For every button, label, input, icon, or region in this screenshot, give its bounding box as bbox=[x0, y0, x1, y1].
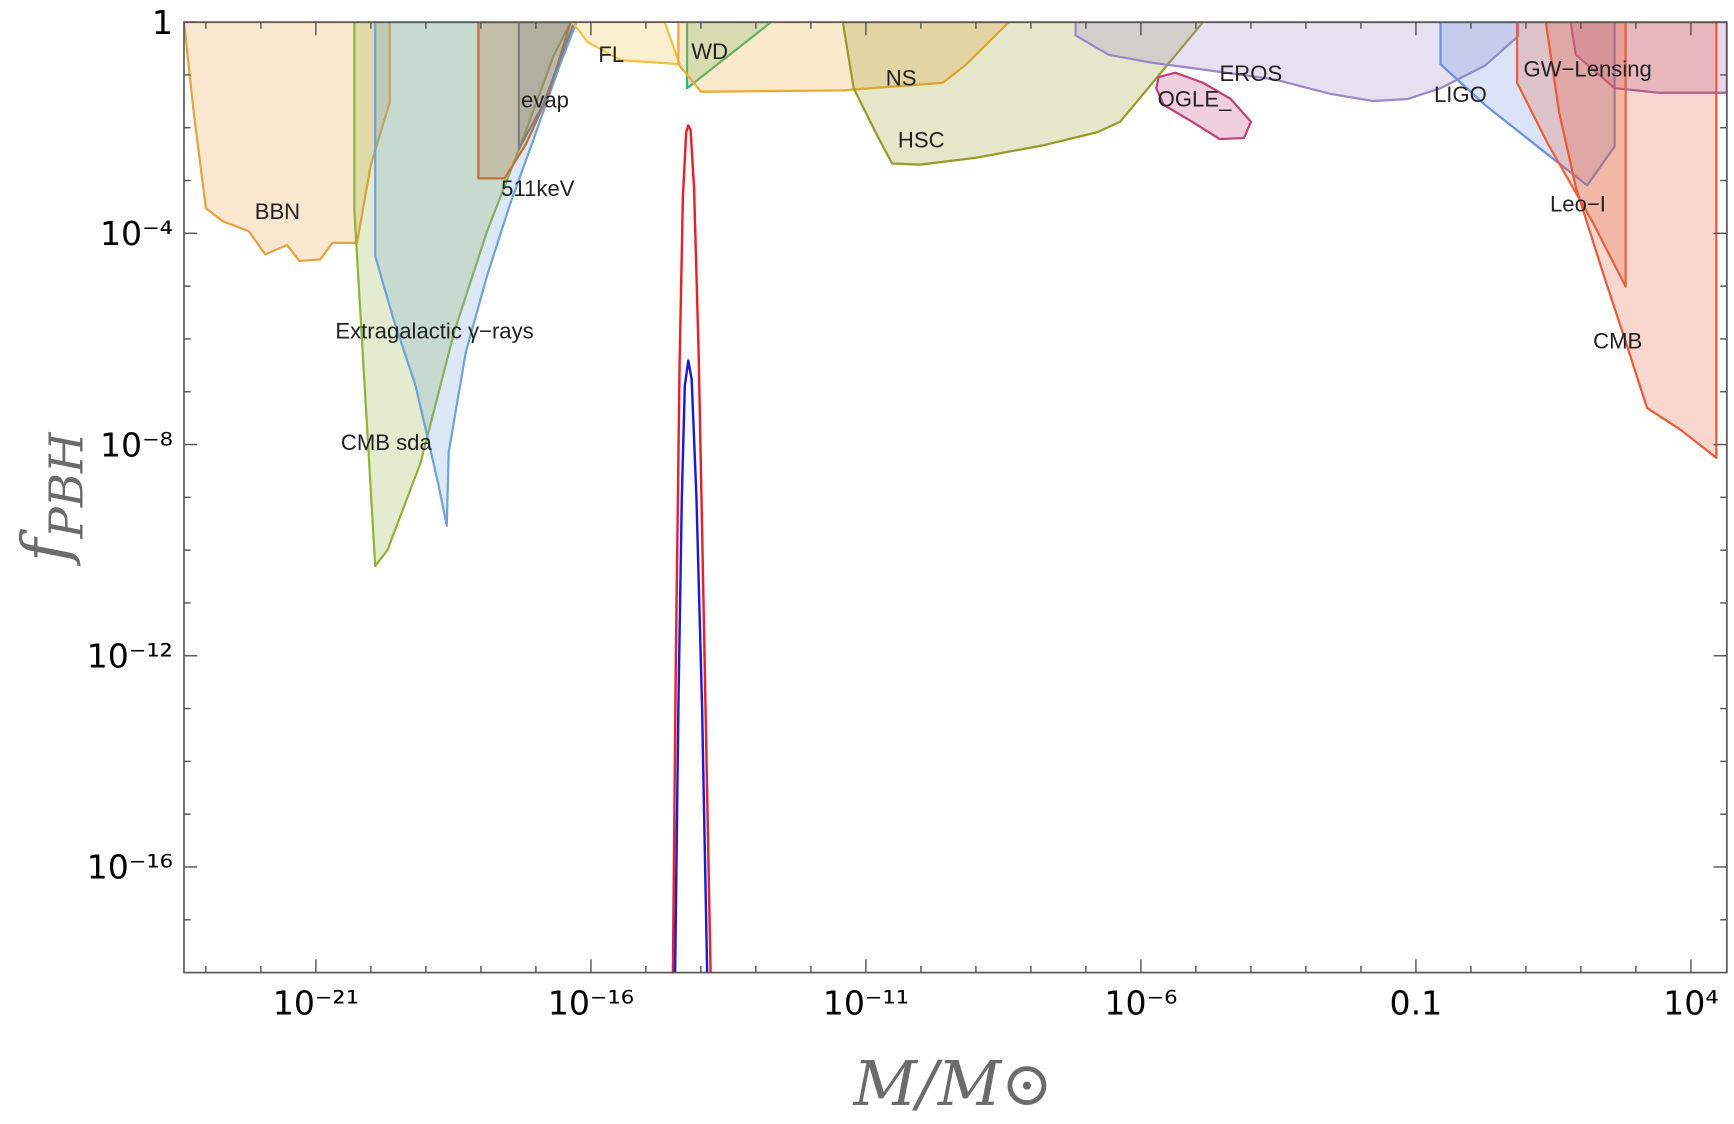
region-label: LIGO bbox=[1434, 82, 1487, 107]
x-tick-label: 10⁻¹¹ bbox=[823, 984, 909, 1023]
region-label: NS bbox=[886, 65, 917, 90]
region-label: GW−Lensing bbox=[1523, 57, 1651, 82]
x-axis-title: M/M⊙ bbox=[853, 1048, 1053, 1120]
region-label: BBN bbox=[255, 199, 300, 224]
y-axis-title: fPBH bbox=[9, 431, 93, 566]
y-tick-label: 10⁻¹⁶ bbox=[87, 848, 173, 887]
constraint-region bbox=[677, 22, 1011, 93]
x-tick-label: 10⁻⁶ bbox=[1104, 984, 1177, 1023]
region-label: OGLE_ bbox=[1158, 86, 1232, 111]
constraint-region bbox=[353, 22, 572, 568]
x-tick-label: 10⁻²¹ bbox=[273, 984, 359, 1023]
region-label: FL bbox=[598, 42, 624, 67]
constraint-region bbox=[571, 22, 681, 66]
axes: 10⁻²¹ 10⁻¹⁶ 10⁻¹¹ 10⁻⁶ 0.1 10⁴ 1 10⁻⁴ 10⁻⁸ 10⁻¹² 1… bbox=[87, 3, 1727, 1023]
y-axis-title-sub: PBH bbox=[39, 431, 93, 539]
region-label: EROS bbox=[1220, 61, 1283, 86]
constraint-region bbox=[1515, 22, 1627, 288]
y-tick-label: 1 bbox=[152, 3, 173, 42]
region-labels: BBN CMB sda Extragalactic γ−rays 511keV evap… bbox=[255, 39, 1652, 455]
region-label: CMB sda bbox=[341, 430, 433, 455]
constraint-region bbox=[477, 22, 572, 180]
region-label: Extragalactic γ−rays bbox=[335, 319, 533, 344]
x-tick-label: 0.1 bbox=[1390, 984, 1443, 1023]
constraint-region bbox=[841, 22, 1205, 166]
spectrum-curve bbox=[673, 359, 709, 973]
plot-area bbox=[183, 22, 1727, 973]
spectrum-curve bbox=[671, 124, 712, 973]
constraint-region bbox=[183, 22, 391, 263]
x-tick-label: 10⁴ bbox=[1663, 984, 1718, 1023]
region-label: CMB bbox=[1593, 328, 1642, 353]
y-tick-label: 10⁻⁸ bbox=[100, 425, 173, 464]
constraint-region bbox=[374, 22, 578, 527]
constraint-region bbox=[685, 22, 773, 90]
constraint-region bbox=[1074, 22, 1520, 103]
region-label: evap bbox=[521, 88, 569, 113]
constraint-region bbox=[1544, 22, 1718, 459]
y-tick-label: 10⁻¹² bbox=[87, 636, 173, 675]
constraint-region bbox=[517, 22, 576, 150]
constraint-region bbox=[1155, 71, 1253, 141]
region-label: Leo−I bbox=[1550, 191, 1606, 216]
y-tick-label: 10⁻⁴ bbox=[100, 214, 173, 253]
region-label: 511keV bbox=[501, 176, 575, 201]
x-tick-label: 10⁻¹⁶ bbox=[548, 984, 634, 1023]
constraint-region bbox=[1569, 22, 1727, 94]
region-label: WD bbox=[691, 39, 728, 64]
region-label: HSC bbox=[898, 127, 945, 152]
